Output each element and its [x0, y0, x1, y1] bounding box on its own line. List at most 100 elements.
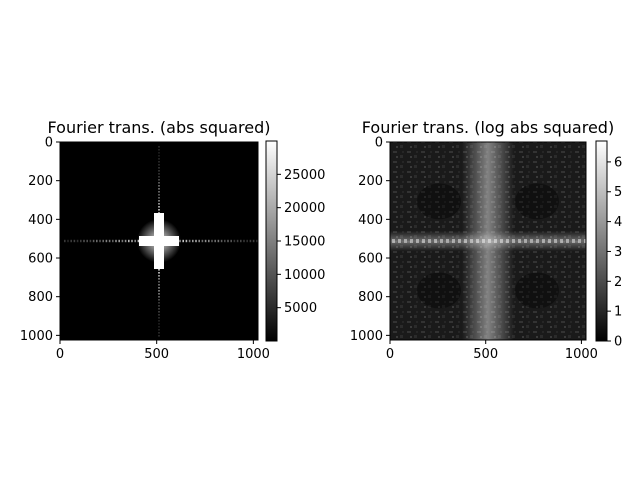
- spectrum-dot: [230, 239, 232, 243]
- band-dot: [488, 239, 491, 243]
- spectrum-dot: [252, 239, 255, 243]
- heatmap-image: [390, 142, 587, 340]
- spectrum-dot: [204, 239, 207, 243]
- colorbar: [595, 140, 608, 342]
- band-dot: [458, 239, 461, 243]
- colorbar-tick-label: 2: [614, 275, 622, 290]
- right-axes: Fourier trans. (log abs squared)0 500 1000…: [350, 118, 622, 362]
- colorbar-tick-label: 20000: [284, 201, 325, 216]
- spectrum-dot: [102, 239, 104, 243]
- heatmap-image: [60, 142, 258, 340]
- spectrum-dot: [195, 239, 197, 243]
- band-dot: [392, 239, 395, 243]
- spectrum-dot: [217, 239, 220, 243]
- spectrum-dot: [158, 152, 160, 154]
- spectrum-dot: [158, 155, 160, 157]
- band-dot: [578, 239, 581, 243]
- spectrum-dot: [86, 239, 88, 243]
- dark-region: [417, 183, 461, 220]
- spectrum-dot: [158, 176, 160, 178]
- spectrum-dot: [158, 311, 160, 313]
- spectrum-dot: [99, 239, 101, 243]
- spectrum-dot: [158, 278, 160, 280]
- x-tick-label: 1000: [237, 347, 270, 362]
- spectrum-dot: [158, 167, 160, 169]
- spectrum-dot: [158, 329, 160, 331]
- spectrum-dot: [158, 212, 160, 214]
- spectrum-dot: [249, 239, 252, 243]
- y-tick-label: 1000: [350, 329, 383, 344]
- spectrum-dot: [214, 239, 216, 243]
- spectrum-dot: [158, 323, 160, 325]
- y-tick-label: 800: [28, 290, 53, 305]
- spectrum-dot: [233, 239, 236, 243]
- colorbar-tick-label: 1: [614, 305, 622, 320]
- spectrum-dot: [158, 287, 160, 289]
- spectrum-dot: [208, 239, 210, 243]
- spectrum-dot: [158, 149, 160, 151]
- x-tick-label: 0: [386, 347, 394, 362]
- colorbar-tick-label: 4: [614, 215, 622, 230]
- dark-region: [515, 183, 559, 220]
- spectrum-dot: [112, 239, 114, 243]
- spectrum-dot: [158, 290, 160, 292]
- spectrum-dot: [118, 239, 120, 243]
- spectrum-dot: [220, 239, 223, 243]
- band-dot: [518, 239, 521, 243]
- x-tick-label: 500: [473, 347, 498, 362]
- spectrum-dot: [224, 239, 226, 243]
- chart-title: Fourier trans. (log abs squared): [362, 118, 614, 137]
- spectrum-dot: [158, 314, 160, 316]
- spectrum-dot: [158, 293, 160, 295]
- spectrum-dot: [158, 203, 160, 205]
- spectrum-dot: [158, 209, 160, 211]
- band-dot: [482, 239, 485, 243]
- dark-region: [515, 272, 559, 309]
- chart-title: Fourier trans. (abs squared): [48, 118, 271, 137]
- colorbar-tick-label: 0: [614, 335, 622, 350]
- spectrum-dot: [158, 182, 160, 184]
- spectrum-dot: [108, 239, 111, 243]
- axes-frame: [59, 141, 259, 341]
- spectrum-dot: [158, 200, 160, 202]
- spectrum-dot: [158, 305, 160, 307]
- band-dot: [446, 239, 449, 243]
- spectrum-dot: [188, 239, 191, 243]
- spectrum-dot: [158, 164, 160, 166]
- spectrum-dot: [158, 308, 160, 310]
- band-dot: [530, 239, 533, 243]
- colorbar-tick-label: 10000: [284, 268, 325, 283]
- spectrum-dot: [158, 269, 160, 271]
- spectrum-dot: [158, 326, 160, 328]
- spectrum-dot: [134, 239, 136, 243]
- spectrum-dot: [182, 239, 184, 243]
- spectrum-dot: [158, 272, 160, 274]
- band-dot: [470, 239, 473, 243]
- spectrum-dot: [158, 320, 160, 322]
- spectrum-dot: [131, 239, 133, 243]
- band-dot: [560, 239, 563, 243]
- spectrum-dot: [158, 188, 160, 190]
- band-dot: [410, 239, 413, 243]
- spectrum-dot: [115, 239, 117, 243]
- band-dot: [506, 239, 509, 243]
- spectrum-dot: [76, 239, 79, 243]
- y-tick-label: 400: [28, 213, 53, 228]
- spectrum-dot: [211, 239, 213, 243]
- band-dot: [524, 239, 527, 243]
- band-dot: [476, 239, 479, 243]
- colorbar-tick-label: 5: [614, 185, 622, 200]
- spectrum-dot: [105, 239, 108, 243]
- spectrum-dot: [158, 191, 160, 193]
- spectrum-dot: [158, 173, 160, 175]
- colorbar: [265, 140, 278, 342]
- spectrum-dot: [158, 206, 160, 208]
- band-dot: [440, 239, 443, 243]
- y-tick-label: 0: [375, 136, 383, 151]
- colorbar-tick-label: 25000: [284, 168, 325, 183]
- spectrum-dot: [67, 239, 69, 243]
- x-tick-label: 500: [144, 347, 169, 362]
- band-dot: [434, 239, 437, 243]
- dark-region: [417, 272, 461, 309]
- axes-frame: [389, 141, 587, 341]
